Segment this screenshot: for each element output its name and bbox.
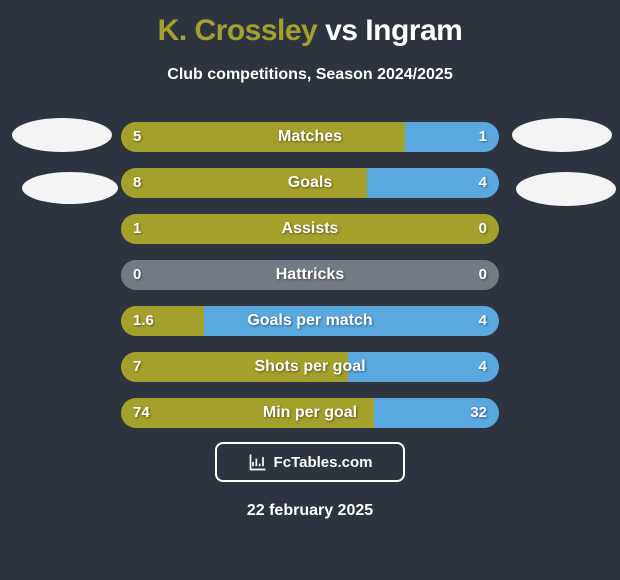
snapshot-date: 22 february 2025 xyxy=(0,502,620,520)
stat-row: 1.64Goals per match xyxy=(121,306,499,336)
stat-label: Assists xyxy=(121,214,499,244)
stat-row: 51Matches xyxy=(121,122,499,152)
player1-name: K. Crossley xyxy=(158,14,318,47)
bar-chart-icon xyxy=(248,452,268,472)
stat-label: Hattricks xyxy=(121,260,499,290)
stat-label: Goals xyxy=(121,168,499,198)
stat-label: Matches xyxy=(121,122,499,152)
stat-row: 00Hattricks xyxy=(121,260,499,290)
comparison-title: K. Crossley vs Ingram xyxy=(0,0,620,48)
player2-country-flag xyxy=(516,172,616,206)
brand-dotcom: .com xyxy=(337,454,372,471)
player1-country-flag xyxy=(22,172,118,204)
season-subtitle: Club competitions, Season 2024/2025 xyxy=(0,66,620,84)
fctables-watermark: FcTables.com xyxy=(215,442,405,482)
player1-club-logo xyxy=(12,118,112,152)
player2-club-logo xyxy=(512,118,612,152)
stat-row: 84Goals xyxy=(121,168,499,198)
stat-row: 7432Min per goal xyxy=(121,398,499,428)
stat-label: Shots per goal xyxy=(121,352,499,382)
brand-text: FcTables.com xyxy=(274,454,373,471)
brand-fc: Fc xyxy=(274,454,292,471)
player2-name: Ingram xyxy=(365,14,462,47)
title-vs: vs xyxy=(325,14,357,47)
brand-tables: Tables xyxy=(291,454,337,471)
stat-row: 74Shots per goal xyxy=(121,352,499,382)
comparison-bars: 51Matches 84Goals 10Assists 00Hattricks 1.64… xyxy=(121,122,499,444)
stat-label: Goals per match xyxy=(121,306,499,336)
stat-row: 10Assists xyxy=(121,214,499,244)
stat-label: Min per goal xyxy=(121,398,499,428)
